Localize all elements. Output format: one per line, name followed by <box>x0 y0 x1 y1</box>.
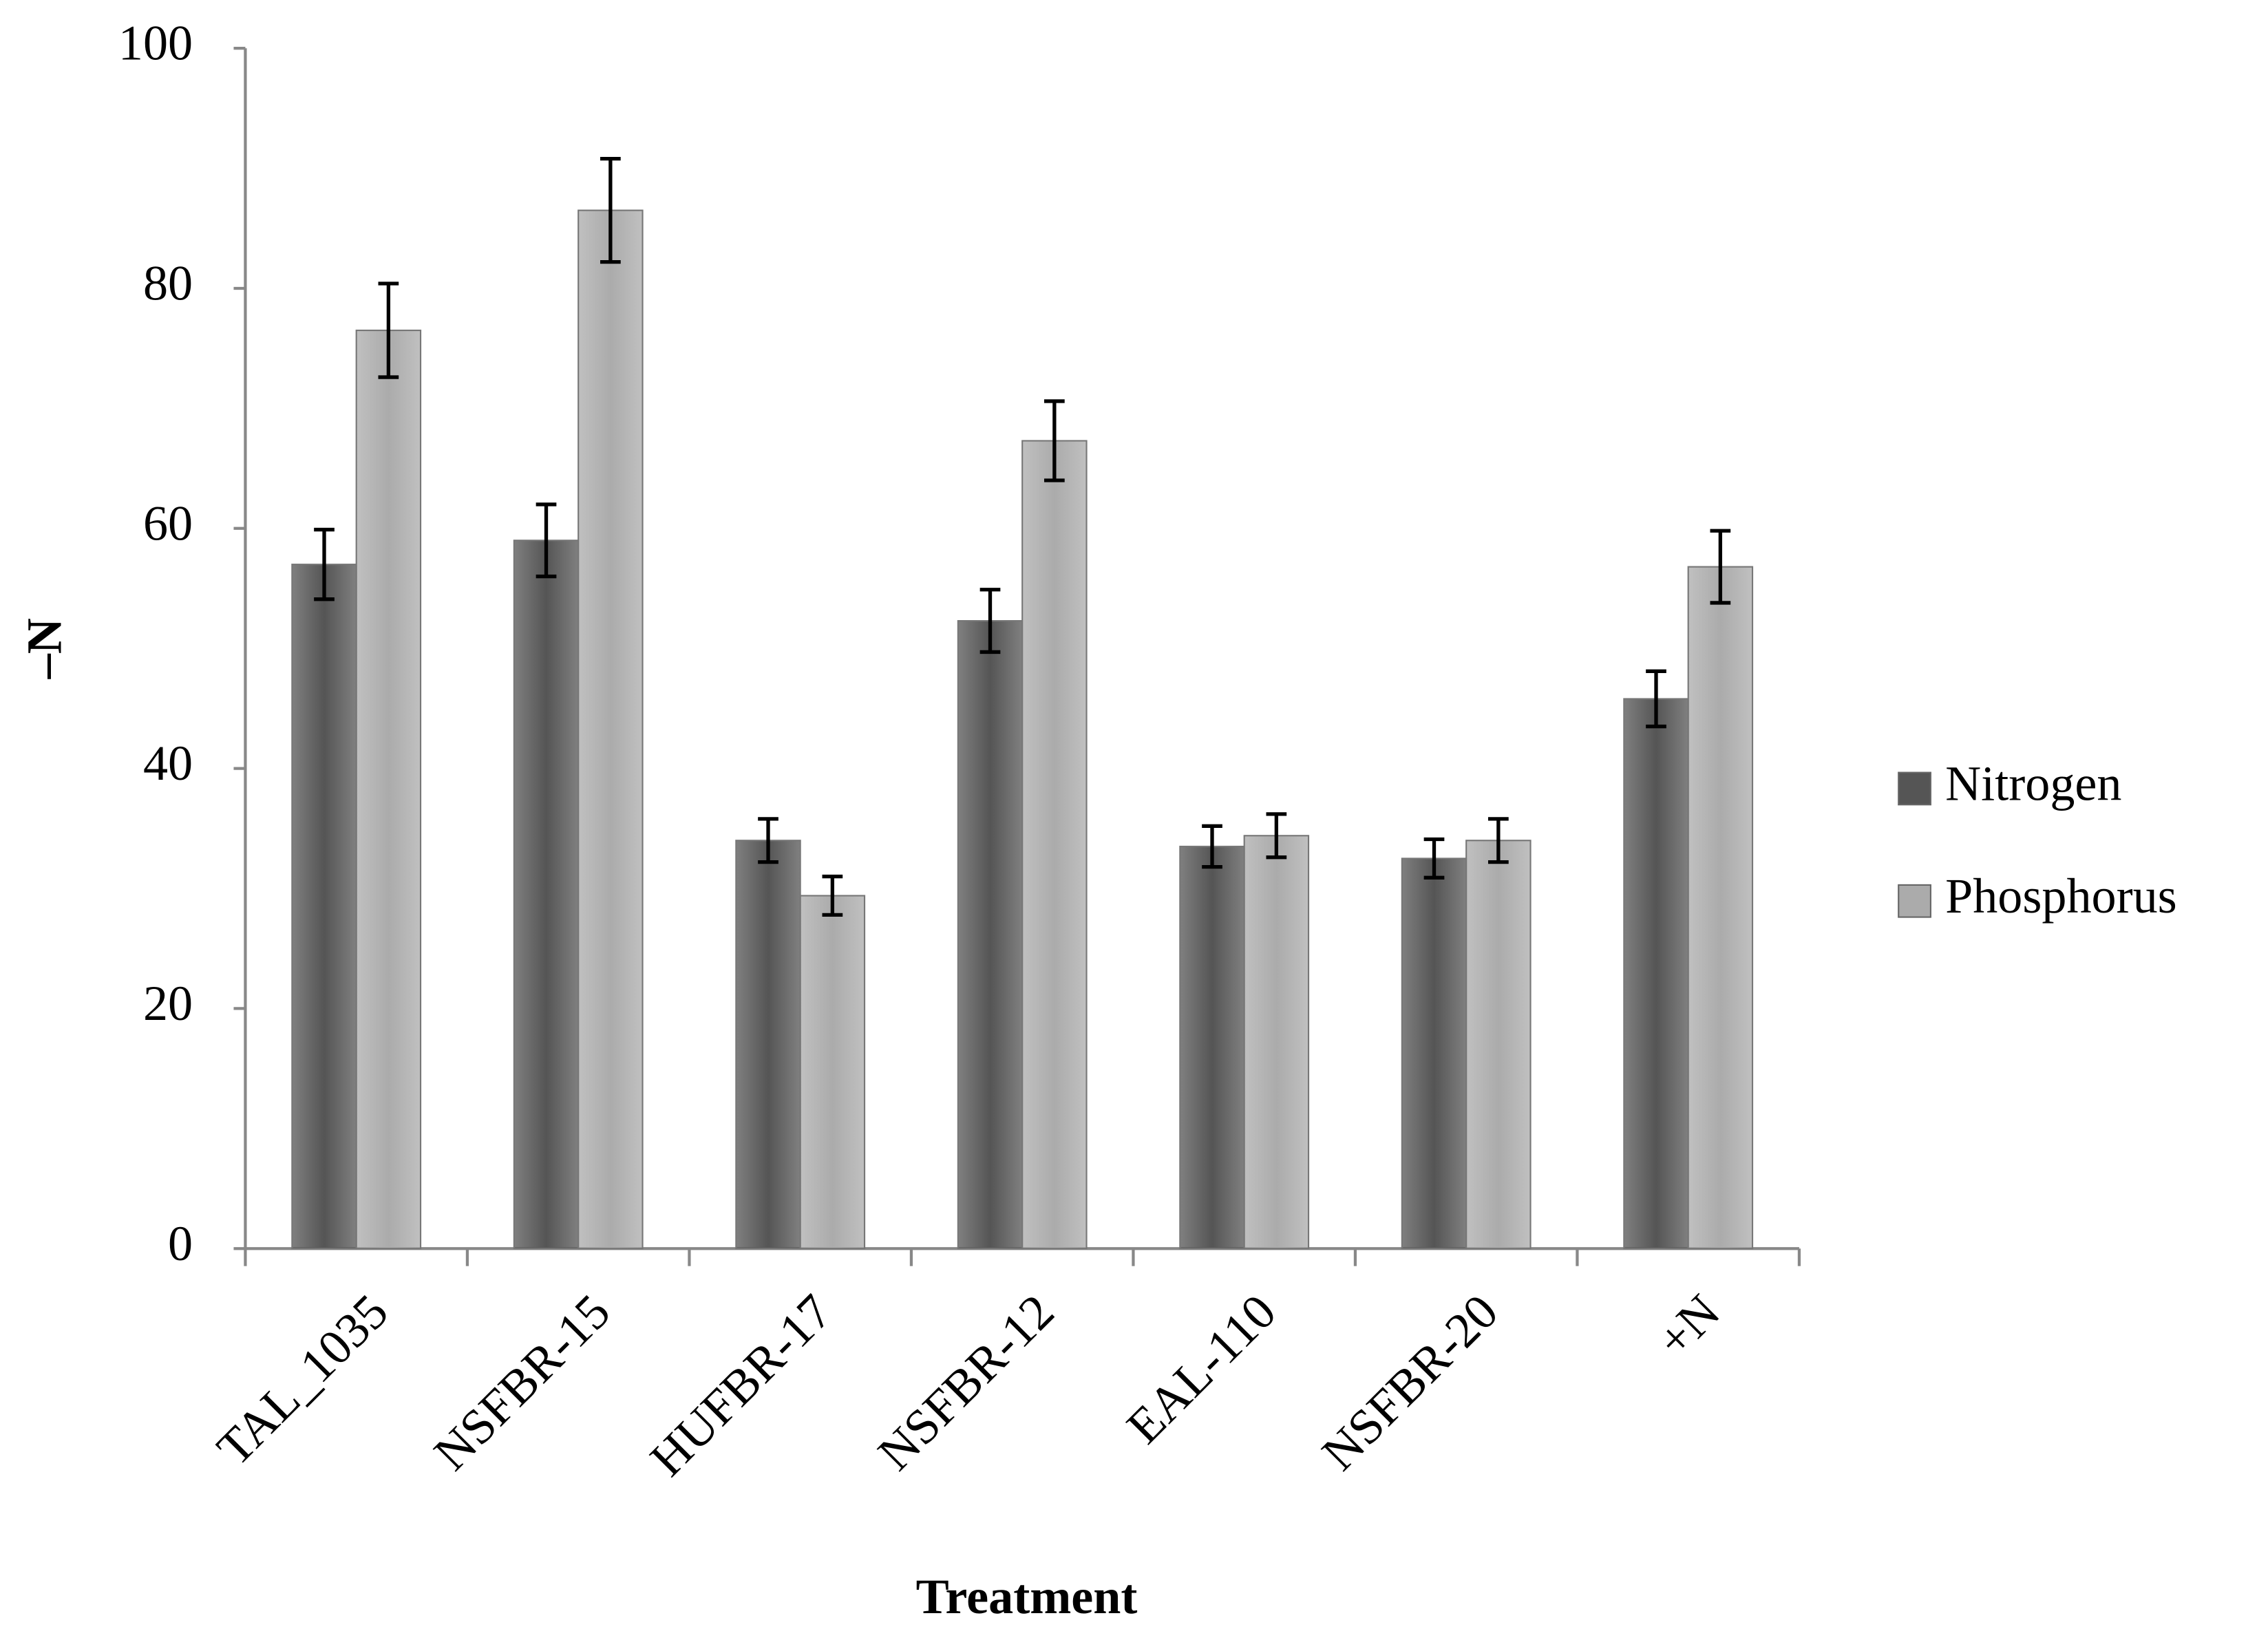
y-tick-label: 60 <box>143 496 193 551</box>
x-tick-label: EAL-110 <box>1116 1284 1286 1454</box>
x-tick-label: +N <box>1646 1284 1730 1368</box>
error-bar <box>1044 399 1065 482</box>
y-tick-label: 100 <box>118 16 193 71</box>
bar <box>957 620 1024 1250</box>
y-axis-title: –N <box>17 618 72 679</box>
error-bar <box>1423 837 1445 880</box>
bar <box>1623 698 1689 1250</box>
bar <box>799 895 866 1250</box>
error-bar <box>1646 669 1666 729</box>
bar <box>1465 840 1532 1250</box>
error-bar <box>1266 812 1287 860</box>
error-bar <box>1488 817 1509 864</box>
error-bar <box>822 874 843 917</box>
y-tick-label: 0 <box>168 1216 193 1271</box>
error-bar <box>1710 529 1731 605</box>
x-tick-label: HUFBR-17 <box>639 1284 842 1487</box>
x-tick-label: NSFBR-12 <box>867 1284 1064 1481</box>
y-tick-label: 20 <box>143 976 193 1031</box>
bar <box>1243 835 1310 1250</box>
bar <box>1687 566 1754 1250</box>
x-axis-title: Treatment <box>916 1569 1138 1624</box>
error-bar <box>378 281 399 379</box>
error-bar <box>600 156 621 264</box>
error-bar <box>536 502 557 579</box>
error-bar <box>314 527 335 601</box>
x-tick-label: NSFBR-15 <box>423 1284 620 1481</box>
legend-swatch <box>1898 771 1931 806</box>
y-tick-label: 40 <box>143 736 193 791</box>
bar <box>291 564 357 1250</box>
error-bar <box>758 817 778 864</box>
legend-label: Nitrogen <box>1945 756 2121 811</box>
y-tick-label: 80 <box>143 256 193 311</box>
x-tick-label: TAL_1035 <box>206 1284 399 1476</box>
bar <box>1179 845 1245 1250</box>
bar <box>1401 858 1467 1250</box>
x-tick-label: NSFBR-20 <box>1311 1284 1508 1481</box>
legend-swatch <box>1898 884 1931 918</box>
error-bar <box>1202 824 1222 869</box>
bar <box>513 540 580 1250</box>
bar <box>355 329 422 1250</box>
bar <box>735 840 801 1250</box>
error-bar <box>979 588 1001 654</box>
legend-label: Phosphorus <box>1945 869 2177 924</box>
bar <box>577 209 644 1250</box>
bar <box>1021 440 1088 1250</box>
